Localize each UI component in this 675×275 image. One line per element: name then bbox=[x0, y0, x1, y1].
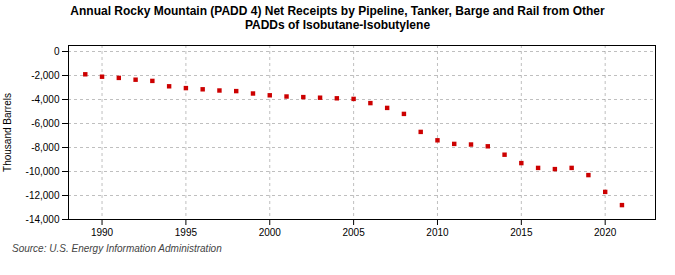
svg-text:2015: 2015 bbox=[510, 226, 533, 237]
svg-text:1990: 1990 bbox=[91, 226, 114, 237]
svg-text:0: 0 bbox=[54, 45, 60, 56]
svg-text:2005: 2005 bbox=[342, 226, 365, 237]
svg-text:-6,000: -6,000 bbox=[31, 117, 60, 128]
html-text:Annual Rocky Mountain (PADD 4): Annual Rocky Mountain (PADD 4) Net Recei… bbox=[70, 4, 605, 33]
svg-text:-4,000: -4,000 bbox=[31, 93, 60, 104]
svg-text:Thousand Barrels: Thousand Barrels bbox=[2, 93, 13, 172]
svg-text:-8,000: -8,000 bbox=[31, 141, 60, 152]
svg-text:-2,000: -2,000 bbox=[31, 69, 60, 80]
svg-text:-12,000: -12,000 bbox=[26, 189, 60, 200]
html-text:Source: U.S. Energy Informatio: Source: U.S. Energy Information Administ… bbox=[12, 242, 222, 254]
svg-text:1995: 1995 bbox=[175, 226, 198, 237]
svg-text:-10,000: -10,000 bbox=[26, 165, 60, 176]
svg-text:2010: 2010 bbox=[426, 226, 449, 237]
svg-text:-14,000: -14,000 bbox=[26, 213, 60, 224]
svg-text:2020: 2020 bbox=[594, 226, 617, 237]
svg-text:2000: 2000 bbox=[259, 226, 282, 237]
